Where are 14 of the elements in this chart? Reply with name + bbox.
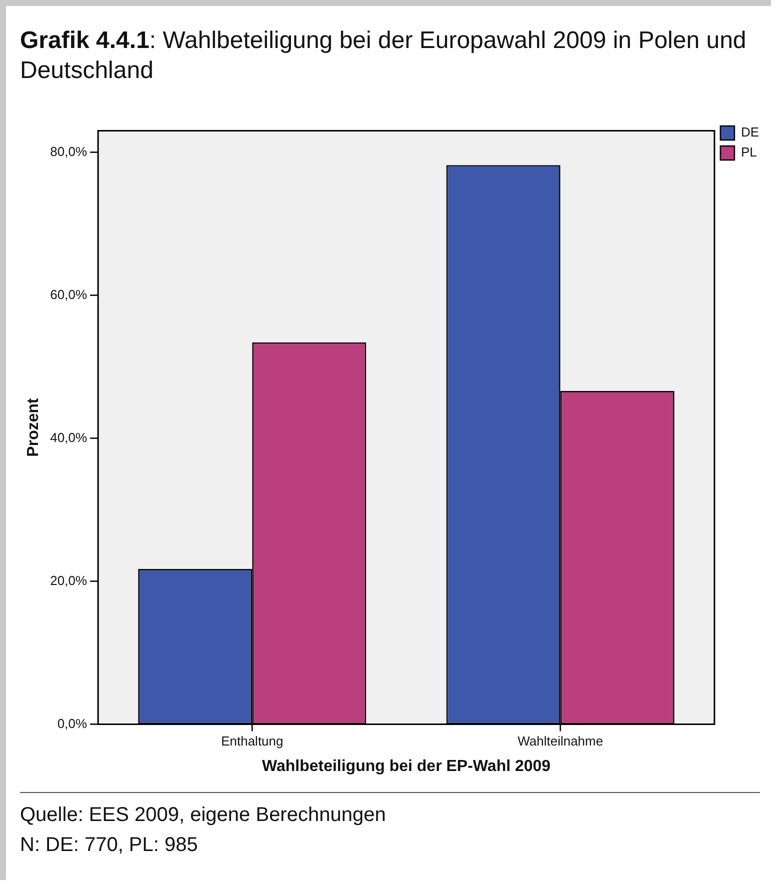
y-tick-label: 80,0%	[50, 144, 88, 159]
x-tick-label: Enthaltung	[221, 734, 284, 749]
text: N: DE: 770, PL: 985	[20, 833, 199, 858]
y-tick-label: 60,0%	[50, 286, 88, 302]
chart-title: Grafik 4.4.1: Wahlbeteiligung bei der Europawahl 2009 in Polen und Deutschland	[20, 26, 748, 86]
x-axis-title: Wahlbeteiligung bei der EP-Wahl 2009	[262, 758, 551, 775]
y-tick-label: 20,0%	[50, 572, 88, 588]
y-axis-title: Prozent	[25, 397, 42, 457]
legend-label: DE	[740, 124, 760, 140]
source-note: Quelle: EES 2009, eigene Berechnungen	[20, 803, 386, 828]
legend-label: PL	[740, 144, 757, 160]
y-tick-label: 0,0%	[57, 716, 88, 731]
y-tick-label: 40,0%	[50, 430, 88, 445]
x-tick-label: Wahlteilnahme	[518, 734, 604, 749]
